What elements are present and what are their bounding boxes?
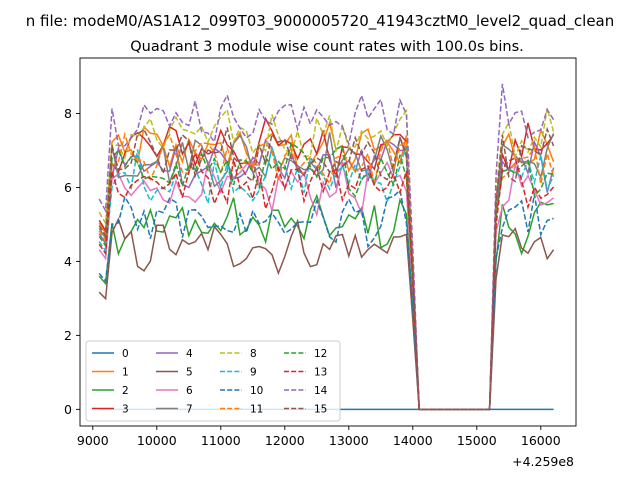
x-tick-label: 16000 xyxy=(521,433,561,448)
legend-label: 2 xyxy=(122,385,129,397)
x-axis: 9000 10000 11000 12000 13000 14000 15000 16000 xyxy=(77,426,561,448)
chart-title: Quadrant 3 module wise count rates with … xyxy=(130,39,524,55)
y-axis: 0 2 4 6 8 xyxy=(64,106,80,417)
legend-label: 6 xyxy=(186,385,193,397)
x-tick-label: 14000 xyxy=(393,433,433,448)
legend-label: 15 xyxy=(314,404,327,416)
legend-label: 0 xyxy=(122,348,129,360)
legend-label: 5 xyxy=(186,367,193,379)
y-tick-label: 4 xyxy=(64,254,72,269)
y-tick-label: 8 xyxy=(64,106,72,121)
figure-suptitle: n file: modeM0/AS1A12_099T03_9000005720_… xyxy=(26,12,615,31)
x-tick-label: 15000 xyxy=(457,433,497,448)
x-tick-label: 11000 xyxy=(201,433,241,448)
legend-label: 10 xyxy=(250,385,263,397)
x-tick-label: 13000 xyxy=(329,433,369,448)
x-tick-label: 12000 xyxy=(265,433,305,448)
legend-label: 3 xyxy=(122,404,129,416)
x-tick-label: 10000 xyxy=(137,433,177,448)
series-layer xyxy=(98,83,555,411)
series-line-13 xyxy=(98,150,555,411)
x-tick-label: 9000 xyxy=(77,433,109,448)
series-line-15 xyxy=(98,126,555,411)
y-tick-label: 0 xyxy=(64,402,72,417)
legend-label: 4 xyxy=(186,348,193,360)
legend-label: 1 xyxy=(122,367,129,379)
series-line-8 xyxy=(98,108,555,411)
legend-label: 9 xyxy=(250,367,257,379)
y-tick-label: 2 xyxy=(64,328,72,343)
legend-label: 14 xyxy=(314,385,328,397)
legend-box xyxy=(85,340,341,422)
legend-label: 12 xyxy=(314,348,327,360)
y-tick-label: 6 xyxy=(64,180,72,195)
x-offset-label: +4.259e8 xyxy=(512,454,574,469)
legend-label: 13 xyxy=(314,367,327,379)
legend-label: 8 xyxy=(250,348,257,360)
plot-frame xyxy=(79,57,577,427)
legend-label: 7 xyxy=(186,404,193,416)
legend-label: 11 xyxy=(250,404,263,416)
series-line-14 xyxy=(98,83,555,411)
